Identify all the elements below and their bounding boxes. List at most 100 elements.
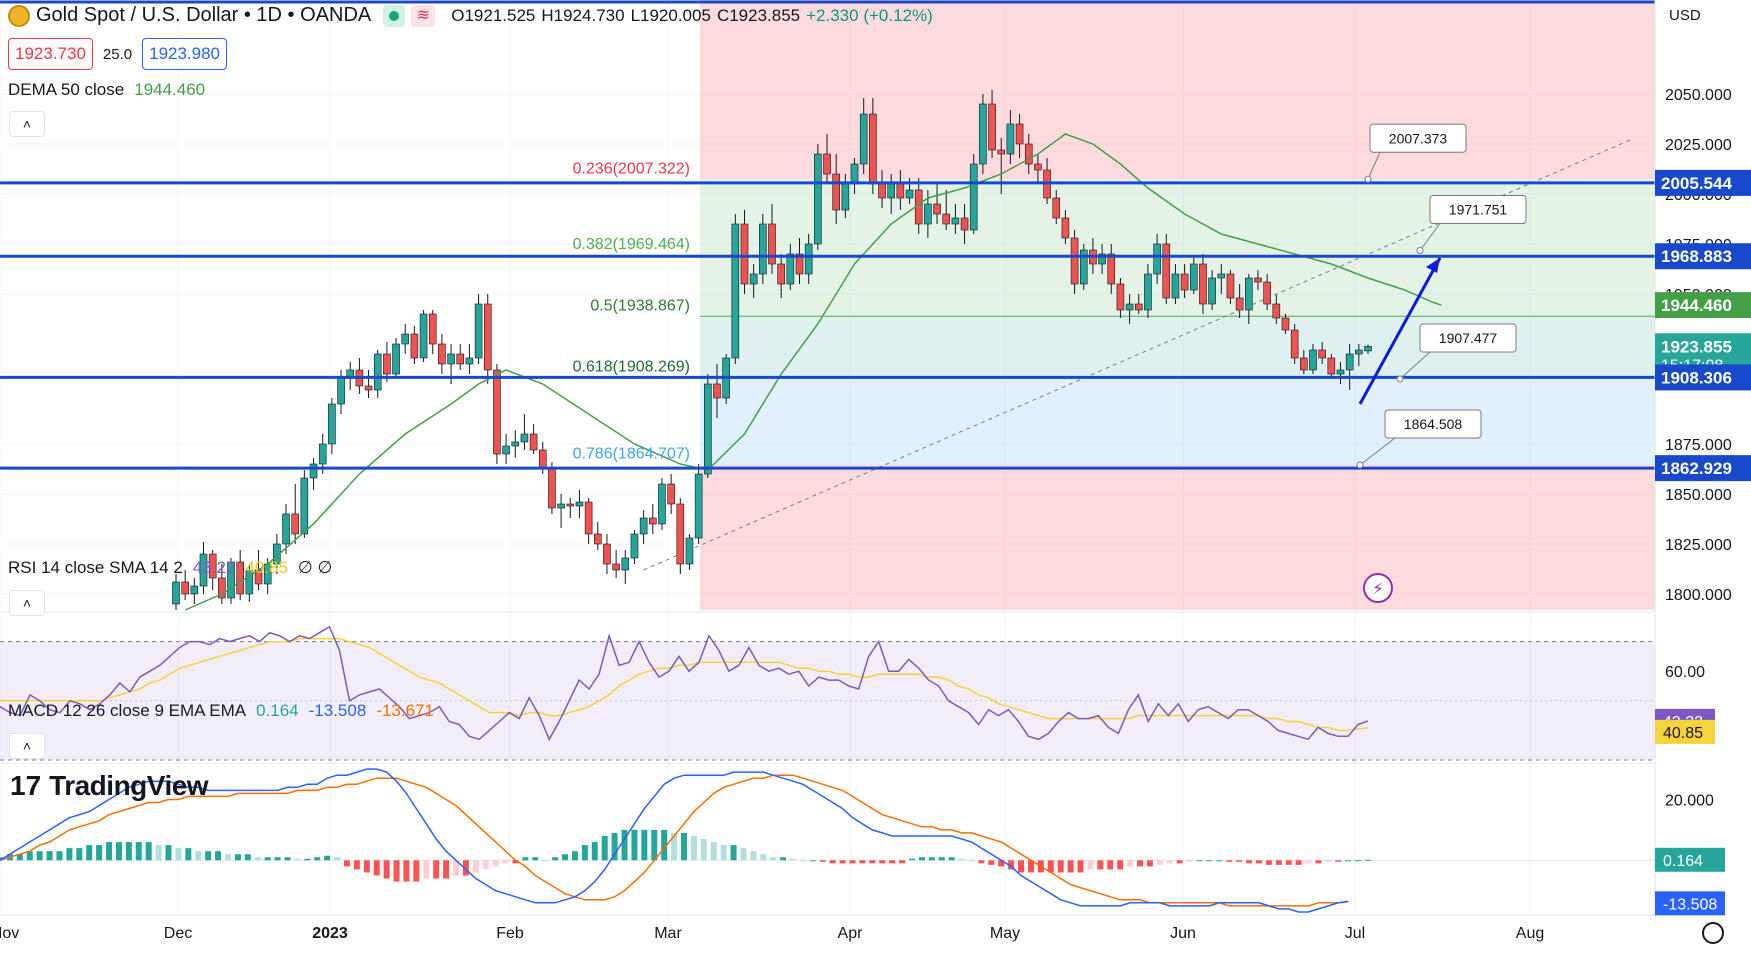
macd-hist-bar	[1216, 860, 1223, 862]
macd-hist-bar	[403, 860, 410, 882]
macd-hist-bar	[998, 860, 1005, 867]
candle-body	[410, 333, 419, 359]
candle-body	[1079, 249, 1088, 285]
market-wave-icon[interactable]: ≋	[411, 4, 436, 27]
macd-hist-bar	[681, 832, 687, 861]
candle-body	[859, 113, 868, 165]
macd-hist-bar	[710, 842, 717, 861]
macd-hist-bar	[1365, 859, 1371, 861]
price-tick: 1800.000	[1665, 587, 1732, 604]
macd-hist-bar	[373, 860, 380, 876]
candle-body	[933, 203, 941, 215]
macd-hist-bar	[978, 860, 985, 864]
rsi-legend[interactable]: RSI 14 close SMA 14 2 43.22 40.85 ∅ ∅	[8, 558, 332, 578]
macd-hist-bar	[879, 860, 886, 864]
time-tick: Nov	[0, 925, 19, 942]
callout-anchor	[1356, 461, 1364, 469]
price-tick: 1825.000	[1665, 537, 1732, 554]
macd-hist-bar	[1265, 860, 1272, 865]
macd-hist-bar	[700, 839, 707, 861]
macd-hist-bar	[36, 851, 43, 861]
macd-hist-bar	[225, 854, 231, 861]
macd-hist-bar	[581, 845, 588, 861]
macd-tick: 20.000	[1665, 792, 1714, 809]
macd-hist-bar	[671, 832, 678, 861]
candle-body	[1162, 243, 1171, 299]
macd-hist-bar	[393, 860, 400, 882]
macd-hist-bar	[948, 857, 955, 861]
dema-legend[interactable]: DEMA 50 close 1944.460	[8, 80, 205, 100]
symbol-title[interactable]: Gold Spot / U.S. Dollar • 1D • OANDA	[36, 4, 372, 26]
settings-icon[interactable]	[1702, 922, 1724, 944]
candle-body	[428, 313, 437, 345]
axis-price-label[interactable]	[1655, 169, 1751, 196]
callout-box[interactable]	[1384, 409, 1482, 439]
callout-box[interactable]	[1419, 323, 1517, 353]
sell-button[interactable]: 1923.730	[8, 38, 93, 70]
macd-hist-bar	[1087, 860, 1094, 870]
macd-hist-bar	[1255, 860, 1262, 864]
symbol-header[interactable]: Gold Spot / U.S. Dollar • 1D • OANDA ≋ O…	[8, 4, 933, 27]
candle-body	[172, 581, 180, 605]
trade-panel: 1923.730 25.0 1923.980	[8, 38, 228, 70]
macd-hist-bar	[1027, 860, 1034, 873]
candle-body	[1235, 297, 1244, 311]
candle-body	[1134, 303, 1143, 311]
candle-body	[1098, 253, 1106, 265]
candle-body	[1199, 263, 1207, 305]
candle-body	[538, 449, 547, 469]
candle-body	[694, 473, 703, 539]
currency-label[interactable]: USD	[1669, 7, 1701, 24]
macd-hist-bar	[1176, 860, 1183, 864]
macd-hist-bar	[443, 860, 450, 879]
macd-hist-bar	[234, 854, 241, 861]
axis-price-label[interactable]	[1655, 243, 1751, 270]
macd-hist-bar	[185, 848, 192, 861]
macd-hist-bar	[472, 860, 479, 873]
macd-legend[interactable]: MACD 12 26 close 9 EMA EMA 0.164 -13.508…	[8, 701, 434, 721]
macd-hist-bar	[86, 845, 93, 861]
macd-hist-bar	[690, 835, 697, 861]
callout-label: 2007.373	[1389, 130, 1448, 146]
chevron-up-icon: ˄	[22, 116, 32, 132]
collapse-rsi-button[interactable]: ˄	[9, 590, 45, 616]
axis-price-label[interactable]	[1655, 292, 1751, 319]
ohlc-change: +2.330 (+0.12%)	[806, 5, 933, 25]
tradingview-logo[interactable]: 17 TradingView	[10, 770, 209, 802]
candle-body	[483, 303, 492, 371]
candle-body	[1189, 263, 1198, 291]
collapse-macd-button[interactable]: ˄	[9, 733, 45, 759]
rsi-sma-line	[0, 637, 1369, 732]
macd-hist-bar	[720, 845, 727, 861]
axis-price-label[interactable]	[1655, 455, 1751, 482]
rsi-axis-label[interactable]	[1655, 719, 1715, 744]
callout-label: 1907.477	[1439, 330, 1498, 346]
macd-hist-bar	[284, 857, 291, 861]
macd-axis-label[interactable]	[1655, 891, 1725, 916]
candle-body	[456, 353, 465, 365]
callout-box[interactable]	[1369, 123, 1467, 153]
macd-hist-bar	[1345, 860, 1352, 862]
projection-arrow[interactable]	[1358, 257, 1442, 405]
callout-box[interactable]	[1429, 194, 1527, 224]
gold-coin-icon	[8, 4, 30, 27]
macd-axis-label[interactable]	[1655, 847, 1725, 872]
macd-hist-bar	[492, 860, 499, 867]
candle-body	[814, 153, 822, 245]
candle-body	[658, 483, 666, 525]
lightning-icon[interactable]	[1363, 573, 1393, 603]
callout-leader	[1399, 351, 1431, 380]
price-tick: 1875.000	[1665, 437, 1732, 454]
macd-hist-bar	[1335, 860, 1342, 862]
macd-hist-bar	[730, 845, 737, 861]
candle-body	[740, 223, 749, 285]
collapse-main-button[interactable]: ˄	[9, 111, 45, 137]
candle-body	[309, 463, 318, 479]
candle-body	[832, 173, 840, 211]
candle-body	[1125, 303, 1134, 311]
axis-price-label[interactable]	[1655, 364, 1751, 391]
buy-button[interactable]: 1923.980	[142, 38, 228, 70]
macd-hist-bar	[56, 851, 63, 861]
macd-hist-bar	[16, 854, 23, 861]
